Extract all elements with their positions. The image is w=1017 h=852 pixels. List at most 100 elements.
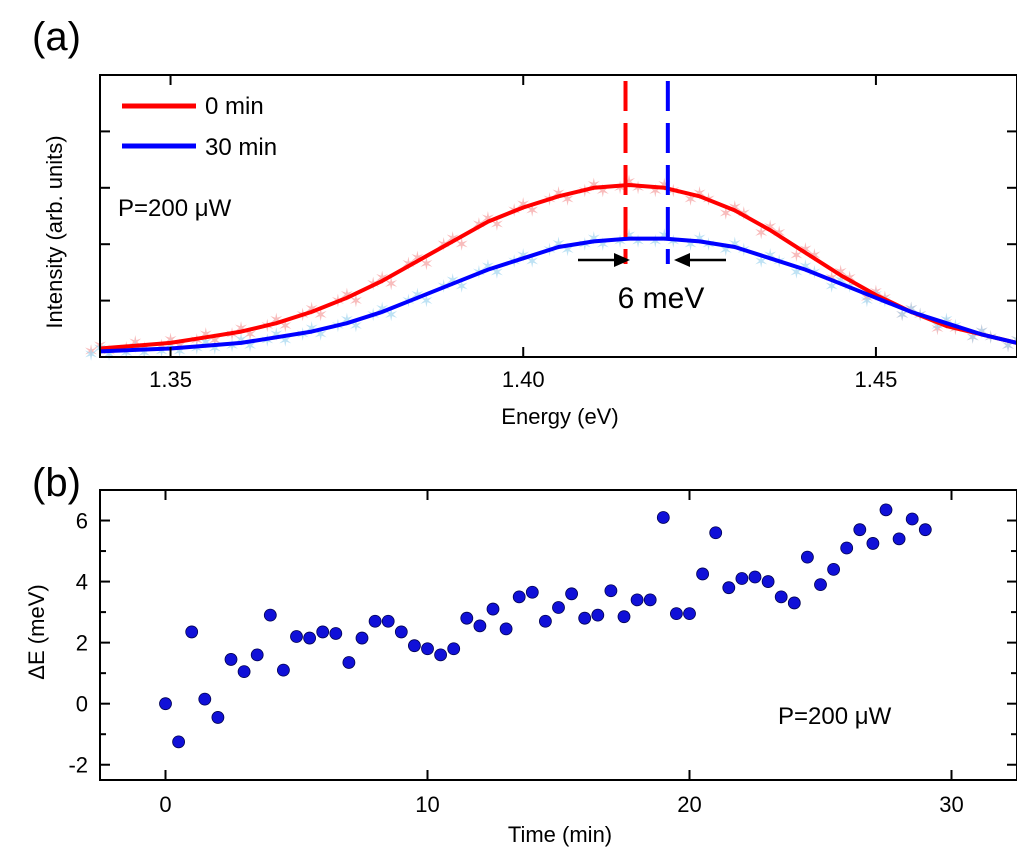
data-point-0 bbox=[159, 697, 172, 711]
data-point-20 bbox=[421, 642, 434, 656]
b-ticks: 0 10 20 30 -2 0 2 4 6 bbox=[68, 490, 1017, 817]
data-point-10 bbox=[290, 630, 303, 643]
measured-point-0-2-1: ✶ bbox=[163, 330, 178, 351]
measured-point-1-15-2: ✶ bbox=[630, 232, 645, 253]
panel-b-label: (b) bbox=[32, 461, 81, 505]
data-point-7 bbox=[250, 648, 264, 662]
data-point-51 bbox=[827, 562, 840, 576]
shift-annotation: 6 meV bbox=[618, 282, 705, 315]
y-axis-label-a: Intensity (arb. units) bbox=[42, 135, 67, 328]
data-point-38 bbox=[656, 511, 670, 524]
y-tick-label-b-4: 6 bbox=[76, 509, 88, 534]
y-tick-label-b-1: 0 bbox=[76, 692, 88, 717]
data-point-24 bbox=[473, 619, 487, 633]
data-point-35 bbox=[617, 610, 631, 624]
data-point-49 bbox=[801, 550, 814, 564]
measured-point-1-17-2: ✶ bbox=[701, 234, 716, 255]
measured-point-1-6-0: ✶ bbox=[295, 325, 310, 346]
data-point-22 bbox=[447, 642, 461, 656]
data-point-6 bbox=[237, 665, 251, 679]
data-point-43 bbox=[722, 581, 736, 595]
measured-point-1-14-1: ✶ bbox=[586, 228, 601, 249]
measured-point-1-5-0: ✶ bbox=[260, 330, 275, 351]
panel-a: (a) ✶✶✶ ✶✶✶ ✶✶✶ ✶✶✶ ✶✶✶ ✶✶✶✶✶✶✶✶✶✶✶✶✶✶✶✶✶✶✶✶✶… bbox=[32, 15, 1017, 429]
x-axis-label-a: Energy (eV) bbox=[501, 404, 618, 429]
measured-point-1-6-1: ✶ bbox=[304, 319, 319, 340]
x-tick-label-b-3: 30 bbox=[939, 792, 963, 817]
data-point-37 bbox=[643, 593, 657, 607]
data-point-32 bbox=[578, 611, 592, 625]
left-arrow-head-icon bbox=[614, 253, 630, 267]
y-tick-label-b-3: 4 bbox=[76, 570, 88, 595]
measured-point-1-4-1: ✶ bbox=[234, 330, 249, 351]
data-point-16 bbox=[368, 614, 382, 628]
measured-point-0-4-1: ✶ bbox=[234, 319, 249, 340]
data-point-17 bbox=[381, 614, 395, 628]
power-annotation-b: P=200 μW bbox=[778, 703, 892, 730]
measured-point-1-14-2: ✶ bbox=[595, 234, 610, 255]
data-point-14 bbox=[342, 656, 356, 669]
measured-point-0-3-1: ✶ bbox=[198, 324, 213, 345]
data-point-34 bbox=[604, 584, 618, 598]
data-point-44 bbox=[735, 572, 749, 585]
measured-point-1-3-0: ✶ bbox=[189, 339, 204, 360]
data-point-58 bbox=[918, 523, 932, 537]
x-tick-label-a-0: 1.35 bbox=[149, 367, 192, 392]
data-point-50 bbox=[814, 578, 827, 592]
data-point-57 bbox=[905, 512, 919, 526]
data-point-55 bbox=[879, 503, 893, 517]
data-point-18 bbox=[394, 625, 408, 639]
data-point-11 bbox=[303, 631, 317, 645]
measured-point-1-14-0: ✶ bbox=[577, 234, 592, 255]
data-point-13 bbox=[329, 627, 343, 640]
measured-point-0-2-0: ✶ bbox=[154, 336, 169, 357]
x-axis-label-b: Time (min) bbox=[508, 822, 612, 847]
data-point-3 bbox=[198, 692, 212, 706]
x-tick-label-b-1: 10 bbox=[415, 792, 439, 817]
data-point-36 bbox=[630, 593, 644, 607]
data-point-54 bbox=[866, 537, 880, 550]
y-axis-label-b: ΔE (meV) bbox=[24, 584, 49, 679]
plot-frame-b bbox=[99, 489, 1017, 781]
shift-arrows bbox=[578, 253, 726, 267]
data-point-1 bbox=[172, 735, 186, 749]
legend-label-0min: 0 min bbox=[205, 93, 264, 120]
data-point-31 bbox=[565, 587, 578, 601]
power-annotation-a: P=200 μW bbox=[118, 195, 232, 222]
data-point-40 bbox=[683, 607, 696, 621]
measured-point-0-14-2: ✶ bbox=[595, 181, 610, 202]
b-points bbox=[159, 503, 932, 749]
data-point-27 bbox=[512, 590, 526, 604]
x-tick-label-b-0: 0 bbox=[159, 792, 171, 817]
measured-point-1-0-0: ✶ bbox=[83, 344, 98, 365]
measured-point-1-17-1: ✶ bbox=[692, 228, 707, 249]
a-ticks: 1.35 1.40 1.45 bbox=[100, 75, 1017, 392]
x-tick-label-b-2: 20 bbox=[677, 792, 701, 817]
right-arrow-head-icon bbox=[674, 253, 690, 267]
data-point-45 bbox=[748, 570, 762, 584]
data-point-42 bbox=[709, 526, 723, 540]
panel-a-label: (a) bbox=[32, 15, 81, 59]
data-point-41 bbox=[696, 567, 709, 581]
x-tick-label-a-1: 1.40 bbox=[502, 367, 545, 392]
data-point-39 bbox=[670, 607, 683, 621]
data-point-46 bbox=[761, 575, 775, 588]
data-point-4 bbox=[211, 711, 225, 724]
data-point-52 bbox=[840, 541, 854, 555]
data-point-21 bbox=[434, 648, 448, 662]
data-point-30 bbox=[552, 601, 565, 614]
fit-line-0 bbox=[99, 183, 1017, 351]
data-point-48 bbox=[787, 596, 801, 610]
data-point-5 bbox=[224, 653, 238, 666]
data-point-29 bbox=[539, 614, 552, 628]
a-peak-markers bbox=[623, 81, 670, 264]
legend-a: 0 min 30 min bbox=[122, 93, 277, 161]
data-point-56 bbox=[892, 532, 906, 546]
data-point-25 bbox=[486, 602, 500, 616]
data-point-12 bbox=[316, 625, 330, 639]
data-point-8 bbox=[263, 608, 277, 622]
fit-line-1 bbox=[99, 236, 1017, 354]
legend-label-30min: 30 min bbox=[205, 134, 277, 161]
data-point-33 bbox=[591, 608, 605, 622]
